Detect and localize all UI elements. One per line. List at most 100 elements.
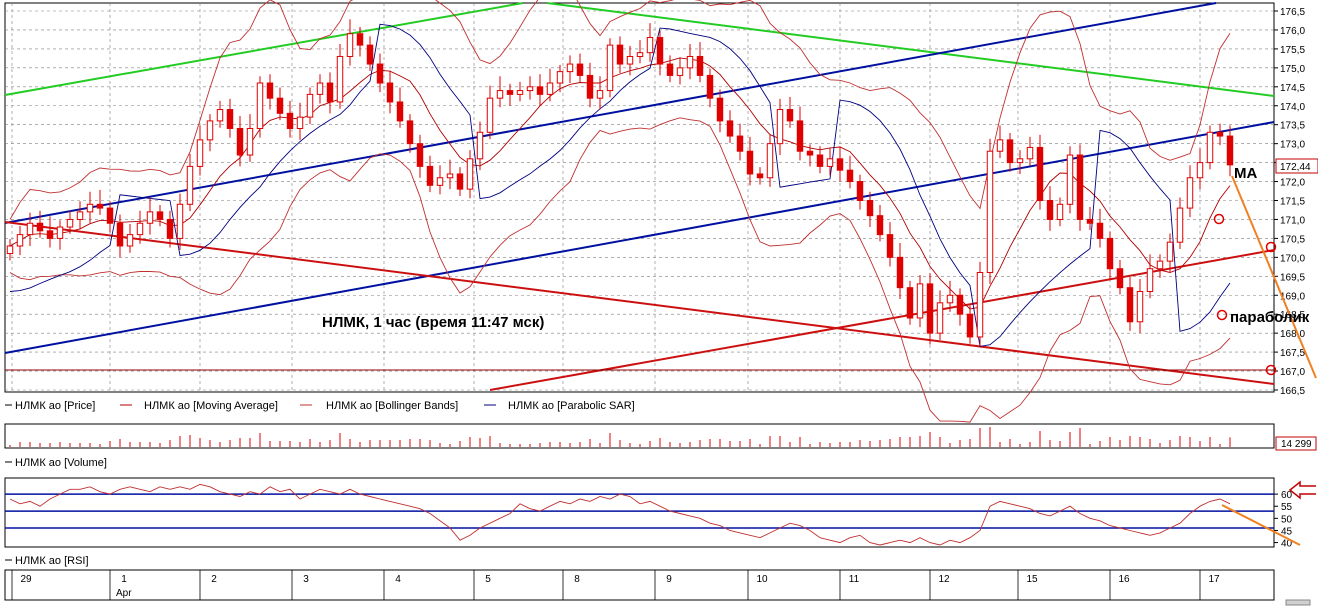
candle-body <box>206 120 214 141</box>
candle-body <box>156 211 164 220</box>
candle-body <box>726 120 734 137</box>
candle-body <box>246 127 254 156</box>
scrollbar-thumb[interactable] <box>1285 599 1311 606</box>
price-tick-label: 175,5 <box>1280 45 1305 56</box>
candle-body <box>1196 162 1204 179</box>
candle-body <box>556 71 564 84</box>
bollinger-lower <box>9 117 1231 423</box>
price-tick-label: 169,5 <box>1280 272 1305 283</box>
price-axis: 176,5 176,0 175,5 175,0 174,5 174,0 173,5 173,0… <box>1274 7 1305 397</box>
candle-body <box>66 218 74 228</box>
time-tick-label: 4 <box>395 574 401 585</box>
candle-body <box>96 203 104 209</box>
candle-body <box>966 313 974 338</box>
price-legend: НЛМК ао [Price] НЛМК ао [Moving Average]… <box>5 400 635 412</box>
candle-body <box>736 135 744 152</box>
candle-body <box>906 287 914 319</box>
time-tick-label: 17 <box>1208 574 1220 585</box>
candle-body <box>516 90 524 95</box>
time-axis-panel <box>4 569 1275 601</box>
candle-body <box>366 44 374 65</box>
candle-body <box>666 63 674 76</box>
candle-body <box>566 63 574 73</box>
candle-body <box>866 200 874 217</box>
candle-body <box>496 90 504 99</box>
candle-body <box>446 173 454 179</box>
candle-body <box>586 74 594 99</box>
candle-body <box>466 158 474 190</box>
candle-body <box>986 150 994 274</box>
last-price-label: 172,44 <box>1280 162 1311 173</box>
trend-red-descending <box>4 221 1275 385</box>
candle-body <box>306 93 314 118</box>
candle-body <box>896 256 904 289</box>
candle-body <box>436 177 444 186</box>
price-tick-label: 173,0 <box>1280 140 1305 151</box>
candle-body <box>1166 241 1174 262</box>
candle-body <box>1226 135 1234 166</box>
time-tick-label: 16 <box>1118 574 1130 585</box>
candle-body <box>796 120 804 152</box>
time-tick-label: 1 <box>121 574 127 585</box>
candle-body <box>826 158 834 167</box>
indicator-lines <box>9 0 1231 423</box>
legend-rsi: НЛМК ао [RSI] <box>15 555 89 567</box>
price-tick-label: 167,0 <box>1280 367 1305 378</box>
candle-body <box>766 143 774 179</box>
candle-body <box>286 112 294 129</box>
candle-body <box>926 283 934 334</box>
parabolic-sar-line <box>9 23 1231 347</box>
candle-body <box>226 109 234 129</box>
candle-body <box>356 33 364 46</box>
last-price-badge <box>1275 158 1318 174</box>
rsi-tick-label: 60 <box>1281 490 1293 501</box>
volume-value-badge <box>1275 436 1317 451</box>
time-tick-label: 9 <box>666 574 672 585</box>
candle-body <box>336 55 344 103</box>
candle-body <box>1206 131 1214 164</box>
candle-body <box>56 226 64 239</box>
candle-body <box>1006 139 1014 164</box>
candle-body <box>326 82 334 103</box>
candle-body <box>626 55 634 65</box>
candle-body <box>1106 237 1114 270</box>
rsi-tick-label: 45 <box>1281 526 1293 537</box>
candle-body <box>596 90 604 99</box>
time-tick-label: 29 <box>20 574 32 585</box>
candle-body <box>146 211 154 224</box>
candle-body <box>936 302 944 334</box>
target-circle-sar <box>1216 309 1228 321</box>
candle-body <box>756 173 764 179</box>
candle-body <box>616 44 624 65</box>
candle-body <box>1056 203 1064 220</box>
candle-body <box>386 82 394 103</box>
price-tick-label: 168,0 <box>1280 329 1305 340</box>
candle-body <box>396 101 404 122</box>
price-tick-label: 166,5 <box>1280 386 1305 397</box>
price-grid <box>5 3 1274 392</box>
trend-line-green-left <box>4 2 524 96</box>
forecast-arrow-rsi <box>1221 504 1301 546</box>
candle-body <box>1086 218 1094 224</box>
candle-body <box>1156 260 1164 270</box>
rsi-panel <box>4 477 1275 548</box>
candle-body <box>716 97 724 122</box>
candle-body <box>76 211 84 220</box>
forecast-arrow-price <box>1231 175 1317 379</box>
candle-body <box>1176 207 1184 243</box>
candle-body <box>1116 268 1124 289</box>
rsi-arrow-icon <box>1288 480 1316 500</box>
parabolic-annotation: параболик <box>1230 309 1310 326</box>
candle-body <box>346 33 354 57</box>
rsi-line <box>9 483 1231 546</box>
price-tick-label: 174,0 <box>1280 102 1305 113</box>
ma-annotation: MA <box>1234 165 1257 182</box>
candle-body <box>576 63 584 76</box>
candle-body <box>316 82 324 95</box>
candle-body <box>1026 146 1034 160</box>
chart-title: НЛМК, 1 час (время 11:47 мск) <box>322 314 544 331</box>
candle-body <box>876 215 884 236</box>
candle-body <box>856 181 864 202</box>
target-circle-167 <box>1265 364 1277 376</box>
candle-body <box>296 116 304 129</box>
